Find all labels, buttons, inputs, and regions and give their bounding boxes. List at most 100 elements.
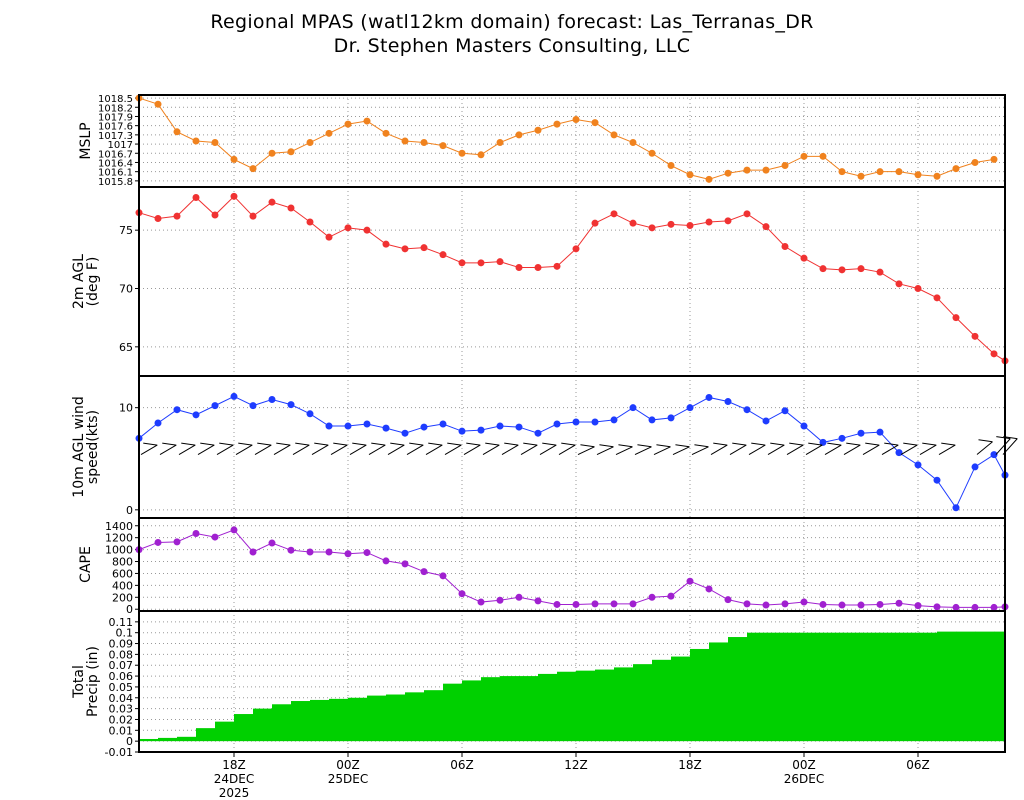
precip-bar [975,631,995,742]
precip-bar [272,704,292,742]
precip-bar [823,632,843,742]
wind-barb [197,444,215,455]
mslp-point [819,152,827,160]
wind-point [914,461,922,469]
precip-bar [709,642,729,742]
cape-point [515,593,523,601]
precip-bar [880,632,900,742]
wind-barb [713,442,728,446]
mslp-point [344,120,352,128]
wind-barb [672,446,690,455]
wind-barb [178,444,196,455]
mslp-point [686,171,694,179]
precip-ytick-label: 0.02 [109,713,134,726]
precip-bar [177,736,197,742]
wind-point [990,451,998,459]
precip-bar [728,637,748,742]
xtick-label: 00Z [336,758,360,772]
cape-ylabel: CAPE [78,546,94,583]
cape-point [781,600,789,608]
wind-point [477,426,485,434]
precip-ytick-label: -0.01 [105,746,133,759]
precip-bar [804,632,824,742]
precip-bar [348,697,368,742]
precip-bar [500,676,520,742]
mslp-point [610,131,618,139]
wind-point [230,392,238,400]
wind-barb [330,444,348,455]
temperature-point [401,245,409,253]
temperature-point [591,219,599,227]
cape-point [648,593,656,601]
wind-point [838,434,846,442]
temperature-point [154,215,162,222]
precip-ytick-label: 0.07 [109,659,134,672]
wind-point [249,402,257,410]
temperature-point [306,218,314,226]
mslp-point [591,119,599,127]
precip-bar [481,677,501,742]
temperature-point [610,210,618,218]
mslp-ytick-label: 1017.3 [98,131,133,142]
wind-point [401,429,409,437]
mslp-ytick-label: 1017.6 [98,122,133,133]
cape-point [952,603,960,611]
wind-barb [919,444,937,455]
precip-bar [899,632,919,742]
mslp-ytick-label: 1016.1 [98,168,133,179]
mslp-ylabel: MSLP [78,122,94,159]
wind-point [515,423,523,431]
xtick-year: 2025 [219,786,250,800]
wind-point [344,422,352,430]
mslp-point [268,149,276,157]
precip-bar [329,698,349,742]
mslp-point [952,165,960,173]
mslp-ytick-label: 1018.2 [98,103,133,114]
cape-point [382,557,390,565]
wind-point [268,395,276,403]
mslp-ytick-label: 1015.8 [98,177,133,188]
wind-barb [387,444,405,455]
mslp-point [192,137,200,145]
temperature-ytick-label: 65 [119,341,133,354]
temperature-point [496,258,504,266]
precip-bar [652,659,672,742]
wind-barb [485,442,500,446]
precip-bar [443,683,463,742]
precip-bar [614,667,634,742]
wind-barb [368,444,386,455]
cape-point [686,577,694,585]
cape-point [230,526,238,534]
precip-bar [310,699,330,742]
wind-barb [295,442,310,446]
cape-point [990,603,998,611]
wind-barb [748,444,766,455]
precip-ytick-label: 0.05 [109,681,134,694]
temperature-ylabel: (deg F) [85,257,101,307]
wind-barb [333,442,348,446]
mslp-point [933,172,941,180]
precip-bar [766,632,786,742]
wind-barb [482,444,500,455]
cape-point [610,600,618,608]
cape-point [857,601,865,609]
temperature-point [287,204,295,212]
wind-ylabel: 10m AGL wind [71,396,87,497]
xtick-date: 24DEC [214,772,254,786]
wind-barb [162,442,177,446]
cape-ytick-label: 600 [112,567,133,580]
wind-barb [349,444,367,455]
temperature-point [325,233,333,241]
wind-point [971,463,979,471]
wind-barb [235,444,253,455]
mslp-point [629,139,637,147]
mslp-point [249,165,257,173]
cape-point [477,598,485,606]
wind-barb [444,444,462,455]
temperature-point [230,192,238,200]
temperature-point [724,217,732,225]
cape-point [420,568,428,576]
wind-barb [539,444,557,455]
wind-point [211,402,219,410]
